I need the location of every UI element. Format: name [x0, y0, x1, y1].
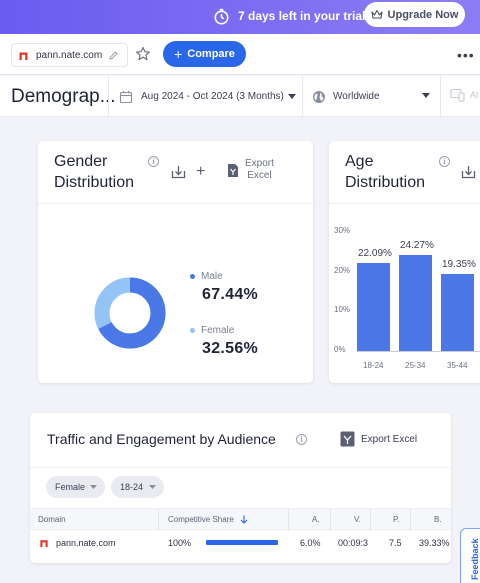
age-card-header: Age Distribution i	[329, 141, 480, 204]
column-competitive-share[interactable]: Competitive Share	[168, 515, 248, 524]
globe-icon	[313, 90, 325, 103]
caret-down-icon	[90, 485, 97, 489]
caret-down-icon	[287, 94, 296, 99]
sort-down-arrow-icon[interactable]	[240, 515, 248, 524]
female-legend-dot	[190, 328, 195, 333]
excel-icon	[228, 163, 238, 177]
upgrade-button[interactable]: Upgrade Now	[364, 2, 465, 27]
feedback-label[interactable]: Feedback	[470, 538, 480, 580]
site-chip[interactable]: pann.nate.com	[11, 43, 129, 67]
download-icon[interactable]	[461, 165, 476, 179]
export-excel-label: Export Excel	[361, 433, 418, 445]
age-filter-pill[interactable]: 18-24	[111, 476, 164, 498]
export-excel-button[interactable]: Export Excel	[227, 158, 274, 182]
column-a[interactable]: A.	[312, 515, 320, 524]
bar-35-44[interactable]	[441, 274, 474, 351]
row-a: 6.0%	[300, 538, 321, 548]
trial-notice: 7 days left in your trial	[213, 6, 365, 26]
bar-25-34[interactable]	[399, 254, 432, 351]
y-tick-label: 10%	[334, 305, 351, 315]
row-domain[interactable]: pann.nate.com	[56, 538, 116, 548]
male-legend-dot	[190, 274, 195, 279]
add-icon[interactable]: +	[196, 163, 206, 180]
more-filter-label: Al	[470, 90, 479, 100]
gender-donut-chart	[94, 277, 166, 349]
traffic-card-title: Traffic and Engagement by Audience	[47, 431, 276, 447]
traffic-engagement-card: Traffic and Engagement by Audience i Exp…	[30, 413, 451, 563]
bar-18-24[interactable]	[357, 263, 390, 351]
feedback-tab[interactable]	[460, 528, 480, 583]
x-tick-label: 35-44	[447, 361, 468, 370]
gender-distribution-card: Gender Distribution i + Export Excel Mal…	[38, 141, 313, 383]
age-card-title: Age Distribution	[345, 153, 426, 191]
info-icon[interactable]: i	[439, 156, 450, 167]
info-icon[interactable]: i	[148, 156, 159, 167]
devices-icon	[450, 88, 465, 102]
column-p[interactable]: P.	[393, 515, 400, 524]
female-label: Female	[201, 325, 235, 336]
bar-value-label: 19.35%	[442, 259, 476, 271]
row-p: 7.5	[389, 538, 402, 548]
column-v[interactable]: V.	[354, 515, 361, 524]
row-share: 100%	[168, 538, 192, 548]
calendar-icon	[119, 90, 133, 103]
site-favicon-icon	[40, 540, 48, 548]
column-domain[interactable]: Domain	[38, 515, 66, 524]
timer-icon	[214, 8, 229, 24]
x-axis-line	[357, 351, 480, 352]
compare-button[interactable]: + Compare	[163, 41, 246, 67]
donut-male-segment	[94, 277, 166, 349]
table-header: Domain Competitive Share A. V. P. B.	[30, 508, 451, 531]
gender-card-title: Gender Distribution	[54, 153, 135, 191]
more-options-icon[interactable]: •••	[457, 47, 475, 63]
gender-filter-pill[interactable]: Female	[46, 476, 105, 498]
info-icon[interactable]: i	[296, 434, 307, 445]
region-filter[interactable]: Worldwide	[303, 76, 441, 117]
female-value: 32.56%	[202, 340, 259, 357]
crown-icon	[370, 9, 383, 19]
favorite-star-icon[interactable]	[135, 46, 151, 62]
y-tick-label: 30%	[334, 226, 351, 235]
row-b: 39.33%	[419, 538, 450, 548]
y-tick-label: 0%	[334, 345, 346, 354]
date-range-filter[interactable]: Aug 2024 - Oct 2024 (3 Months)	[108, 76, 303, 117]
upgrade-label: Upgrade Now	[387, 8, 459, 21]
caret-down-icon	[149, 485, 156, 489]
column-b[interactable]: B.	[434, 515, 442, 524]
male-value: 67.44%	[202, 286, 259, 303]
x-tick-label: 18-24	[363, 361, 384, 370]
divider	[30, 467, 451, 468]
plus-icon: +	[174, 46, 183, 62]
share-bar	[206, 540, 278, 545]
export-excel-button[interactable]: Export Excel	[340, 431, 417, 447]
region-text: Worldwide	[333, 91, 380, 102]
site-domain: pann.nate.com	[36, 49, 103, 61]
edit-pencil-icon[interactable]	[108, 50, 119, 61]
age-distribution-card: Age Distribution i 30% 20% 10% 0% 22.09% 18-2…	[329, 141, 480, 383]
date-range-text: Aug 2024 - Oct 2024 (3 Months)	[141, 91, 284, 102]
row-v: 00:09:3	[338, 538, 369, 548]
gender-card-header: Gender Distribution i + Export Excel	[38, 141, 313, 204]
download-icon[interactable]	[171, 165, 186, 179]
more-filter[interactable]: Al	[450, 88, 478, 102]
excel-icon	[340, 431, 355, 447]
compare-label: Compare	[187, 48, 235, 60]
x-tick-label: 25-34	[405, 361, 426, 370]
bar-value-label: 22.09%	[358, 248, 392, 260]
filter-bar: Demograp... Aug 2024 - Oct 2024 (3 Month…	[0, 76, 480, 117]
site-favicon-icon	[17, 49, 29, 61]
y-tick-label: 20%	[334, 265, 351, 275]
bar-value-label: 24.27%	[400, 239, 434, 251]
page-title: Demograp...	[11, 86, 116, 107]
trial-text: 7 days left in your trial	[238, 9, 366, 23]
caret-down-icon	[422, 93, 430, 98]
male-label: Male	[201, 271, 223, 282]
site-bar: pann.nate.com + Compare •••	[0, 34, 480, 75]
trial-banner: 7 days left in your trial Upgrade Now	[0, 0, 480, 34]
